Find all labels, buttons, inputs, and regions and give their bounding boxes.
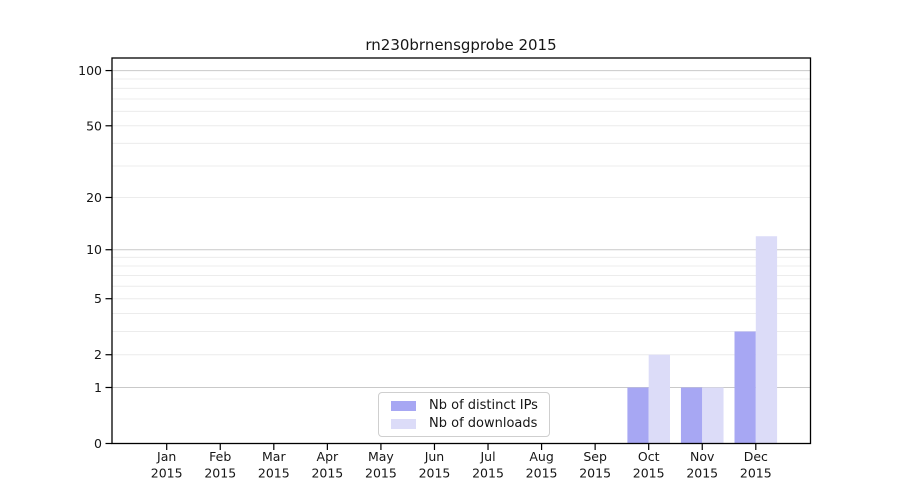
svg-text:2015: 2015 bbox=[526, 466, 558, 481]
svg-text:Jun: Jun bbox=[424, 449, 445, 464]
svg-text:Feb: Feb bbox=[209, 449, 231, 464]
legend-item-downloads: Nb of downloads bbox=[391, 416, 549, 431]
svg-text:2015: 2015 bbox=[204, 466, 236, 481]
svg-text:2015: 2015 bbox=[740, 466, 772, 481]
bar-distinct-ips bbox=[627, 387, 649, 444]
svg-text:Aug: Aug bbox=[529, 449, 553, 464]
legend-swatch-distinct-ips-icon bbox=[391, 400, 416, 411]
svg-text:10: 10 bbox=[86, 242, 102, 257]
legend: Nb of distinct IPs Nb of downloads bbox=[378, 392, 550, 437]
svg-text:Jul: Jul bbox=[479, 449, 495, 464]
bar-downloads bbox=[648, 354, 670, 444]
svg-text:Jan: Jan bbox=[156, 449, 176, 464]
svg-text:Nov: Nov bbox=[690, 449, 715, 464]
bar-distinct-ips bbox=[680, 387, 703, 444]
svg-text:2015: 2015 bbox=[365, 466, 397, 481]
svg-text:2015: 2015 bbox=[258, 466, 290, 481]
svg-text:0: 0 bbox=[94, 436, 102, 451]
svg-text:Dec: Dec bbox=[744, 449, 768, 464]
svg-text:2015: 2015 bbox=[633, 466, 665, 481]
svg-text:Oct: Oct bbox=[638, 449, 660, 464]
svg-text:2015: 2015 bbox=[151, 466, 183, 481]
svg-text:2015: 2015 bbox=[579, 466, 611, 481]
bar-downloads bbox=[755, 236, 778, 444]
svg-text:2: 2 bbox=[94, 347, 102, 362]
svg-text:Apr: Apr bbox=[317, 449, 339, 464]
svg-text:50: 50 bbox=[86, 118, 102, 133]
svg-text:Mar: Mar bbox=[262, 449, 286, 464]
svg-text:2015: 2015 bbox=[472, 466, 504, 481]
svg-text:20: 20 bbox=[86, 190, 102, 205]
svg-text:2015: 2015 bbox=[419, 466, 451, 481]
chart-title: rn230brnensgprobe 2015 bbox=[365, 36, 557, 54]
svg-text:100: 100 bbox=[78, 63, 102, 78]
svg-text:2015: 2015 bbox=[311, 466, 343, 481]
svg-text:May: May bbox=[368, 449, 394, 464]
svg-text:2015: 2015 bbox=[686, 466, 718, 481]
bar-distinct-ips bbox=[734, 331, 756, 444]
svg-text:Sep: Sep bbox=[583, 449, 607, 464]
legend-item-distinct-ips: Nb of distinct IPs bbox=[391, 398, 549, 413]
svg-text:5: 5 bbox=[94, 291, 102, 306]
svg-text:1: 1 bbox=[94, 380, 102, 395]
legend-swatch-downloads-icon bbox=[391, 418, 416, 429]
legend-label-downloads: Nb of downloads bbox=[429, 416, 538, 431]
bar-downloads bbox=[702, 387, 724, 444]
legend-label-distinct-ips: Nb of distinct IPs bbox=[429, 398, 538, 413]
